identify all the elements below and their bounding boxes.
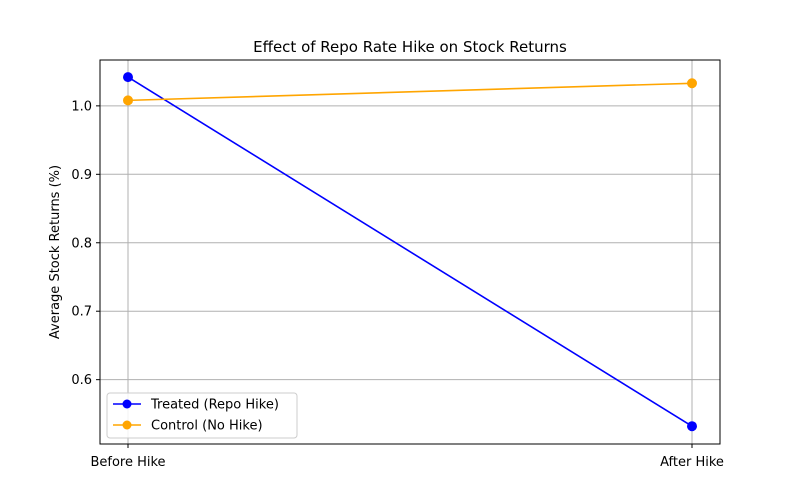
legend-marker-swatch <box>122 420 132 430</box>
y-tick-label: 1.0 <box>71 99 92 114</box>
data-point-treated-repo-hike <box>123 72 133 83</box>
plot-area-frame <box>99 59 721 445</box>
y-tick-label: 0.6 <box>71 373 92 388</box>
data-point-control-no-hike <box>123 95 133 106</box>
y-tick-label: 0.7 <box>71 305 92 320</box>
series-line-treated-repo-hike <box>127 76 693 427</box>
legend-box <box>106 392 298 439</box>
y-tick-label: 0.9 <box>71 168 92 183</box>
x-tick-label: Before Hike <box>90 455 165 470</box>
data-point-control-no-hike <box>687 78 697 89</box>
legend-label: Treated (Repo Hike) <box>150 398 279 413</box>
legend-marker-swatch <box>122 399 132 409</box>
y-tick-label: 0.8 <box>71 236 92 251</box>
data-point-treated-repo-hike <box>687 421 697 432</box>
x-tick-label: After Hike <box>660 455 724 470</box>
series-line-control-no-hike <box>127 82 693 102</box>
axes: 0.6 0.7 0.8 0.9 1.0 Before Hike After Hike <box>71 99 724 470</box>
legend-label: Control (No Hike) <box>151 419 263 434</box>
legend: Treated (Repo Hike) Control (No Hike) <box>106 392 298 439</box>
y-axis-label: Average Stock Returns (%) <box>48 165 63 339</box>
grid-lines <box>100 60 720 444</box>
chart-title: Effect of Repo Rate Hike on Stock Return… <box>253 38 567 56</box>
series-lines <box>123 72 697 432</box>
